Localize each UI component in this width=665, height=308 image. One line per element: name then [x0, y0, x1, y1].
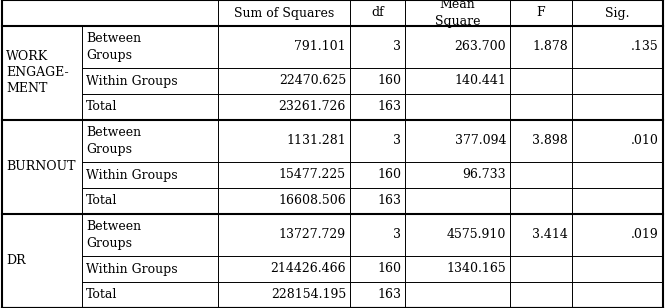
Text: 13727.729: 13727.729	[279, 229, 346, 241]
Text: 1131.281: 1131.281	[286, 135, 346, 148]
Text: 1340.165: 1340.165	[446, 262, 506, 275]
Text: Sum of Squares: Sum of Squares	[234, 6, 334, 19]
Text: 163: 163	[377, 100, 401, 114]
Text: 228154.195: 228154.195	[271, 289, 346, 302]
Text: 214426.466: 214426.466	[271, 262, 346, 275]
Text: Mean
Square: Mean Square	[435, 0, 480, 27]
Text: 791.101: 791.101	[295, 40, 346, 54]
Text: Total: Total	[86, 289, 118, 302]
Text: df: df	[371, 6, 384, 19]
Text: 263.700: 263.700	[454, 40, 506, 54]
Text: Between
Groups: Between Groups	[86, 33, 141, 62]
Text: DR: DR	[6, 254, 26, 268]
Text: Sig.: Sig.	[605, 6, 630, 19]
Text: Between
Groups: Between Groups	[86, 127, 141, 156]
Text: 15477.225: 15477.225	[279, 168, 346, 181]
Text: 3: 3	[393, 40, 401, 54]
Text: 140.441: 140.441	[454, 75, 506, 87]
Text: 3: 3	[393, 229, 401, 241]
Text: 3.414: 3.414	[532, 229, 568, 241]
Text: Within Groups: Within Groups	[86, 262, 178, 275]
Text: .135: .135	[631, 40, 659, 54]
Text: BURNOUT: BURNOUT	[6, 160, 76, 173]
Text: .019: .019	[631, 229, 659, 241]
Text: 1.878: 1.878	[532, 40, 568, 54]
Text: 160: 160	[377, 168, 401, 181]
Text: 16608.506: 16608.506	[278, 194, 346, 208]
Text: .010: .010	[631, 135, 659, 148]
Text: 3: 3	[393, 135, 401, 148]
Text: 96.733: 96.733	[462, 168, 506, 181]
Text: 163: 163	[377, 194, 401, 208]
Text: Total: Total	[86, 100, 118, 114]
Text: Within Groups: Within Groups	[86, 168, 178, 181]
Text: 377.094: 377.094	[454, 135, 506, 148]
Text: Within Groups: Within Groups	[86, 75, 178, 87]
Text: WORK
ENGAGE-
MENT: WORK ENGAGE- MENT	[6, 51, 68, 95]
Text: Total: Total	[86, 194, 118, 208]
Text: Between
Groups: Between Groups	[86, 221, 141, 249]
Text: 160: 160	[377, 262, 401, 275]
Text: 160: 160	[377, 75, 401, 87]
Text: 23261.726: 23261.726	[279, 100, 346, 114]
Text: 163: 163	[377, 289, 401, 302]
Text: 3.898: 3.898	[532, 135, 568, 148]
Text: 4575.910: 4575.910	[447, 229, 506, 241]
Text: 22470.625: 22470.625	[279, 75, 346, 87]
Text: F: F	[537, 6, 545, 19]
